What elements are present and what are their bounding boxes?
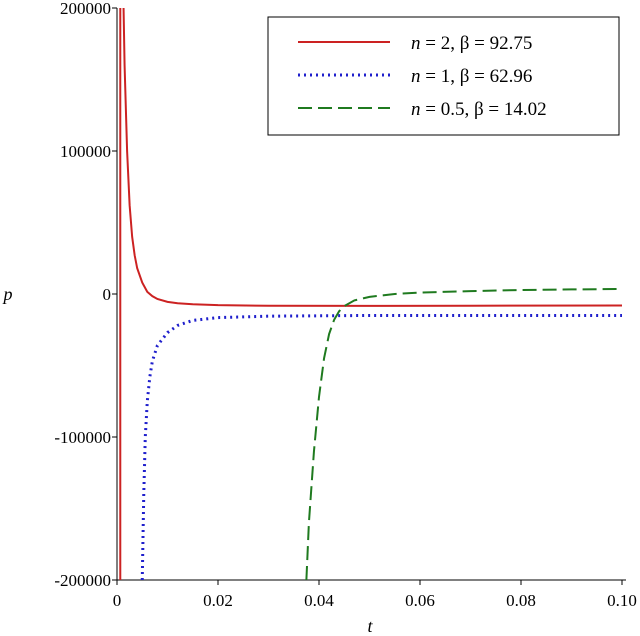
legend-label-var: n [411,33,421,54]
legend-label-var: n [411,99,421,120]
series-group [119,7,623,581]
x-tick-label: 0.04 [304,591,334,610]
legend-box [267,16,620,136]
legend-label-3: n = 0.5, β = 14.02 [411,99,547,120]
y-tick-label: 0 [103,285,112,304]
legend-label-var: n [411,66,421,87]
x-axis-label: t [367,616,373,636]
legend-label-2: n = 1, β = 62.96 [411,66,532,87]
legend-label-rest: = 0.5, β = 14.02 [421,99,547,120]
y-tick-label: -200000 [54,571,111,590]
x-tick-label: 0.10 [607,591,637,610]
legend-label-1: n = 2, β = 92.75 [411,33,532,54]
legend-label-rest: = 2, β = 92.75 [421,33,533,54]
plot-area: 0 0.02 0.04 0.06 0.08 0.10 -200000 -100000 0 100… [54,0,637,610]
legend: n = 2, β = 92.75n = 1, β = 62.96n = 0.5,… [267,16,620,136]
y-tick-label: 200000 [60,0,111,18]
y-tick-label: 100000 [60,142,111,161]
y-axis-label: p [2,284,13,304]
y-tick-label: -100000 [54,428,111,447]
x-tick-label: 0.06 [405,591,435,610]
series-line-1 [122,7,623,307]
x-tick-label: 0.08 [506,591,536,610]
x-ticks: 0 0.02 0.04 0.06 0.08 0.10 [113,580,637,610]
y-ticks: -200000 -100000 0 100000 200000 [54,0,117,590]
x-tick-label: 0.02 [203,591,233,610]
legend-label-rest: = 1, β = 62.96 [421,66,533,87]
series-line-3 [305,288,623,581]
x-tick-label: 0 [113,591,122,610]
series-line-2 [140,313,622,581]
